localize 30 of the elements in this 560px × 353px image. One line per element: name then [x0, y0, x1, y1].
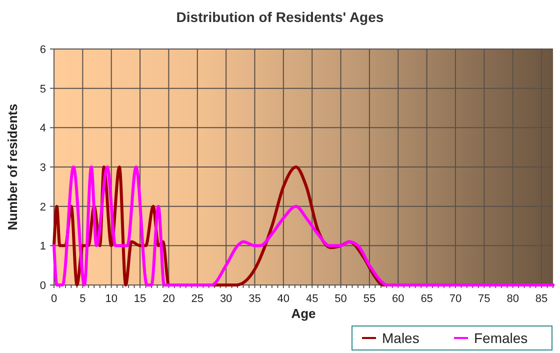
x-tick-label: 35	[248, 293, 261, 305]
x-tick-label: 60	[392, 293, 404, 305]
y-tick-label: 5	[40, 83, 46, 96]
legend-label: Females	[474, 330, 528, 346]
y-tick-label: 3	[40, 162, 46, 174]
y-tick-label: 6	[40, 44, 46, 56]
x-axis-title: Age	[291, 306, 316, 321]
x-tick-label: 15	[134, 293, 146, 305]
x-tick-label: 25	[191, 293, 204, 305]
x-tick-label: 20	[162, 293, 175, 305]
y-tick-label: 2	[40, 201, 46, 214]
x-tick-label: 75	[478, 293, 490, 305]
y-tick-label: 4	[40, 122, 46, 135]
x-tick-label: 55	[363, 293, 376, 305]
x-tick-label: 10	[105, 293, 118, 305]
x-tick-label: 65	[420, 293, 433, 305]
x-tick-label: 0	[50, 293, 58, 305]
y-tick-label: 0	[40, 280, 46, 292]
y-axis-title: Number of residents	[5, 104, 20, 230]
x-tick-label: 80	[506, 293, 519, 305]
x-tick-label: 45	[306, 293, 318, 305]
x-tick-label: 50	[334, 293, 347, 305]
x-tick-label: 70	[449, 293, 462, 305]
x-tick-label: 30	[220, 293, 232, 305]
x-tick-label: 85	[535, 293, 548, 305]
chart-title: Distribution of Residents' Ages	[176, 9, 384, 25]
x-tick-label: 5	[80, 293, 86, 305]
x-tick-label: 40	[277, 293, 290, 305]
legend-label: Males	[382, 330, 420, 346]
y-tick-label: 1	[40, 240, 46, 253]
